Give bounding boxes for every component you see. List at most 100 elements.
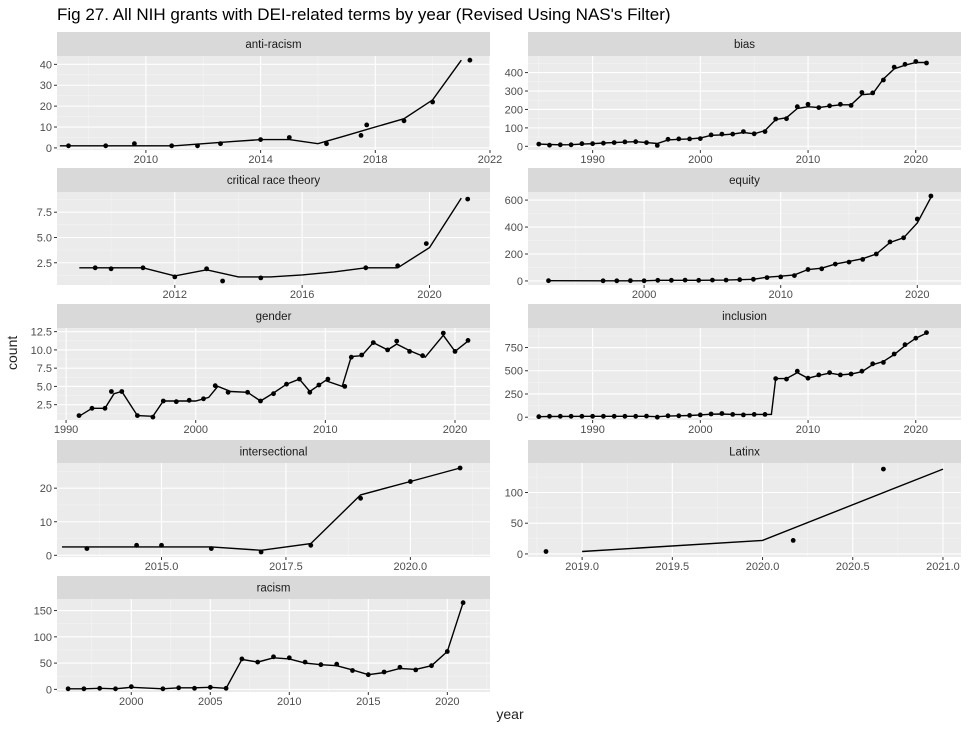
facet-panel: bias 1990 2000 2010 2020 0 100 200 300 400 (505, 32, 961, 166)
data-point (654, 143, 660, 148)
data-point (819, 266, 825, 272)
facet-panel: equity 2000 2010 2020 0 200 400 600 (505, 168, 961, 301)
data-point (89, 405, 95, 411)
data-point (794, 104, 800, 110)
data-point (568, 142, 574, 148)
data-point (751, 131, 757, 137)
x-tick-label: 2015 (356, 696, 380, 708)
data-point (467, 57, 473, 63)
x-tick-label: 2020 (905, 289, 929, 301)
data-point (134, 542, 140, 548)
data-point (385, 347, 390, 353)
data-point (914, 216, 920, 222)
data-point (579, 141, 585, 147)
data-point (81, 686, 87, 692)
data-point (536, 141, 542, 147)
data-point (465, 196, 471, 202)
x-tick-label: 1990 (580, 424, 604, 436)
facet-panel: Latinx 2019.0 2019.5 2020.0 2020.5 2021.0 0 50 1… (505, 440, 961, 573)
data-point (258, 275, 264, 281)
data-point (600, 278, 606, 284)
figure-title: Fig 27. All NIH grants with DEI-related … (57, 5, 671, 24)
facet-strip (528, 168, 961, 192)
data-point (568, 413, 574, 419)
facet-panel: critical race theory 2012 2016 2020 2.5 5.0 7.… (37, 168, 490, 301)
data-point (557, 142, 563, 148)
data-point (665, 413, 671, 419)
data-point (308, 542, 314, 548)
facet-panel: gender 1990 2000 2010 2020 2.5 5.0 7.5 10.0 12.5 (31, 304, 490, 436)
data-point (160, 398, 166, 404)
data-point (633, 413, 639, 419)
panel-background (528, 192, 961, 285)
y-tick-label: 400 (505, 222, 523, 234)
x-tick-label: 2018 (363, 154, 387, 166)
data-point (239, 656, 245, 662)
x-tick-label: 2020.5 (836, 561, 870, 573)
facet-title: critical race theory (227, 175, 321, 187)
data-point (307, 389, 313, 395)
data-point (547, 142, 552, 148)
data-point (773, 376, 779, 381)
data-point (790, 538, 796, 543)
data-point (764, 275, 770, 280)
data-point (557, 413, 563, 419)
facet-title: anti-racism (245, 39, 301, 51)
data-point (423, 241, 429, 247)
data-point (708, 132, 714, 138)
y-tick-label: 0 (517, 141, 523, 153)
panel-background (528, 328, 961, 420)
data-point (109, 389, 114, 394)
data-point (751, 412, 757, 417)
data-point (622, 139, 628, 145)
data-point (762, 129, 768, 135)
data-point (225, 389, 231, 395)
data-point (394, 338, 400, 344)
data-point (401, 118, 407, 124)
data-point (465, 338, 471, 343)
data-point (223, 685, 229, 691)
facet-panel: intersectional 2015.0 2017.5 2020.0 0 10 20 (40, 440, 490, 573)
data-point (792, 273, 797, 278)
data-point (687, 413, 692, 418)
panel-background (528, 56, 961, 150)
facet-title: inclusion (722, 311, 767, 323)
facet-strip (528, 440, 961, 463)
data-point (103, 143, 109, 149)
x-tick-label: 2000 (119, 696, 143, 708)
y-tick-label: 100 (505, 123, 523, 135)
y-tick-label: 0 (46, 143, 52, 155)
data-point (601, 413, 606, 419)
x-tick-label: 2016 (290, 289, 314, 301)
data-point (784, 116, 789, 122)
data-point (741, 129, 746, 135)
data-point (452, 349, 458, 354)
y-tick-label: 100 (505, 487, 523, 499)
data-point (784, 376, 789, 382)
data-point (773, 116, 779, 122)
data-point (622, 413, 628, 419)
data-point (150, 414, 156, 420)
y-tick-label: 400 (505, 68, 523, 80)
data-point (901, 235, 906, 241)
y-tick-label: 40 (40, 59, 52, 71)
data-point (135, 413, 140, 418)
y-tick-label: 20 (40, 483, 52, 495)
data-point (204, 266, 210, 272)
data-point (258, 398, 263, 404)
panel-background (57, 463, 490, 557)
data-point (381, 669, 387, 675)
data-point (848, 103, 854, 108)
data-point (762, 412, 768, 417)
data-point (457, 465, 463, 471)
panel-background (57, 56, 490, 150)
data-point (816, 105, 822, 110)
data-point (860, 257, 866, 262)
data-point (913, 335, 919, 341)
x-tick-label: 2005 (198, 696, 222, 708)
y-tick-label: 10.0 (31, 345, 52, 357)
facet-strip (57, 576, 490, 599)
trend-line (78, 334, 469, 418)
y-tick-label: 250 (505, 389, 523, 401)
